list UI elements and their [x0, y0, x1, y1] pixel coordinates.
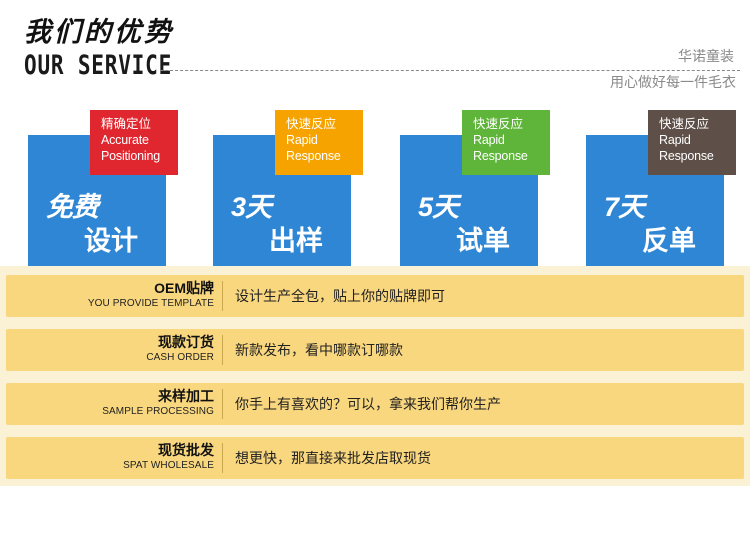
row-title: 来样加工 SAMPLE PROCESSING [102, 386, 214, 417]
brand-name: 华诺童装 [678, 48, 734, 64]
badge-en-2: Response [473, 149, 528, 163]
section-title-en: OUR SERVICE [24, 50, 173, 81]
card-subline: 出样 [269, 226, 323, 256]
brand-slogan: 用心做好每一件毛衣 [610, 74, 736, 90]
service-card-5-day-trial: 快速反应 Rapid Response 5天 试单 [400, 110, 550, 267]
card-headline: 3天 [231, 192, 272, 222]
badge-cn: 快速反应 [659, 117, 710, 131]
section-title-cn: 我们的优势 [24, 17, 174, 48]
row-title-cn: OEM贴牌 [154, 280, 214, 296]
service-row-sample-processing: 来样加工 SAMPLE PROCESSING 你手上有喜欢的？可以，拿来我们帮你… [6, 383, 744, 425]
row-divider [222, 281, 223, 311]
card-badge: 快速反应 Rapid Response [462, 110, 550, 175]
row-title: 现款订货 CASH ORDER [146, 332, 214, 363]
service-row-cash-order: 现款订货 CASH ORDER 新款发布，看中哪款订哪款 [6, 329, 744, 371]
row-divider [222, 443, 223, 473]
card-subline: 反单 [642, 226, 696, 256]
card-headline: 5天 [418, 192, 459, 222]
row-description: 你手上有喜欢的？可以，拿来我们帮你生产 [235, 396, 501, 412]
badge-en-1: Rapid [473, 133, 505, 147]
row-title-cn: 现货批发 [158, 442, 214, 458]
badge-en-1: Rapid [286, 133, 318, 147]
row-title-cn: 现款订货 [158, 334, 214, 350]
header-divider [160, 70, 740, 71]
row-divider [222, 389, 223, 419]
badge-en-1: Rapid [659, 133, 691, 147]
badge-en-2: Response [286, 149, 341, 163]
row-title-en: YOU PROVIDE TEMPLATE [87, 298, 214, 309]
row-description: 想更快，那直接来批发店取现货 [235, 450, 431, 466]
card-headline: 免费 [46, 192, 99, 222]
badge-en-2: Response [659, 149, 714, 163]
row-title-en: SAMPLE PROCESSING [102, 406, 214, 417]
badge-en-2: Positioning [101, 149, 160, 163]
row-title-cn: 来样加工 [158, 388, 214, 404]
service-card-7-day-reorder: 快速反应 Rapid Response 7天 反单 [586, 110, 736, 267]
badge-cn: 精确定位 [101, 117, 152, 131]
row-title-en: SPAT WHOLESALE [123, 460, 214, 471]
card-headline: 7天 [604, 192, 645, 222]
badge-en-1: Accurate [101, 133, 149, 147]
service-row-spot-wholesale: 现货批发 SPAT WHOLESALE 想更快，那直接来批发店取现货 [6, 437, 744, 479]
row-title-en: CASH ORDER [146, 352, 214, 363]
row-title: 现货批发 SPAT WHOLESALE [123, 440, 214, 471]
card-subline: 设计 [84, 226, 138, 256]
service-row-oem: OEM贴牌 YOU PROVIDE TEMPLATE 设计生产全包，贴上你的贴牌… [6, 275, 744, 317]
card-subline: 试单 [456, 226, 510, 256]
badge-cn: 快速反应 [473, 117, 524, 131]
card-badge: 快速反应 Rapid Response [648, 110, 736, 175]
row-description: 设计生产全包，贴上你的贴牌即可 [235, 288, 445, 304]
service-card-3-day-sample: 快速反应 Rapid Response 3天 出样 [213, 110, 363, 267]
row-divider [222, 335, 223, 365]
badge-cn: 快速反应 [286, 117, 337, 131]
card-badge: 精确定位 Accurate Positioning [90, 110, 178, 175]
service-card-free-design: 精确定位 Accurate Positioning 免费 设计 [28, 110, 178, 267]
row-title: OEM贴牌 YOU PROVIDE TEMPLATE [88, 278, 214, 309]
card-badge: 快速反应 Rapid Response [275, 110, 363, 175]
row-description: 新款发布，看中哪款订哪款 [235, 342, 403, 358]
